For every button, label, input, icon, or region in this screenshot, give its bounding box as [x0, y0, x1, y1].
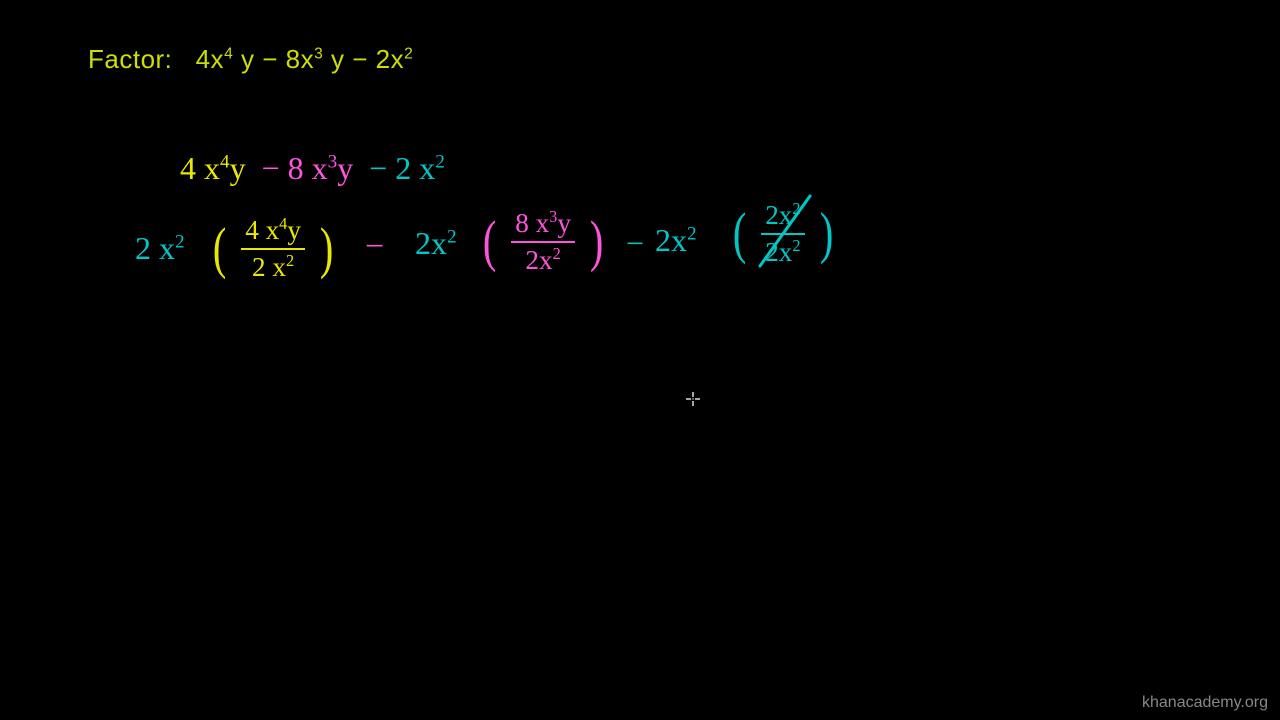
- title-label: Factor:: [88, 44, 172, 74]
- problem-title: Factor: 4x4 y − 8x3 y − 2x2: [88, 44, 413, 75]
- line2-minus-1: −: [365, 228, 384, 266]
- line2-term3-coeff: 2x2: [655, 222, 697, 259]
- cursor-crosshair-icon: [684, 390, 700, 406]
- term-minus-2x2: − 2 x2: [361, 150, 445, 186]
- fraction-1: 4 x4y 2 x2: [241, 215, 305, 283]
- term-4x4y: 4 x4y: [180, 150, 246, 186]
- strike-slash-icon: [750, 188, 830, 278]
- blackboard-canvas: Factor: 4x4 y − 8x3 y − 2x2 4 x4y − 8 x3…: [0, 0, 1280, 720]
- title-expression: 4x4 y − 8x3 y − 2x2: [196, 44, 414, 74]
- line2-term1-coeff: 2 x2: [135, 230, 185, 267]
- watermark-text: khanacademy.org: [1142, 694, 1268, 712]
- line2-term2-paren: ( 8 x3y 2x2 ): [480, 208, 606, 276]
- handwriting-line-1: 4 x4y − 8 x3y − 2 x2: [180, 150, 445, 187]
- fraction-2: 8 x3y 2x2: [511, 208, 575, 276]
- line2-minus-2: −: [626, 225, 644, 262]
- term-minus-8x3y: − 8 x3y: [254, 150, 354, 186]
- line2-term2-coeff: 2x2: [415, 225, 457, 262]
- line2-term1-paren: ( 4 x4y 2 x2 ): [210, 215, 336, 283]
